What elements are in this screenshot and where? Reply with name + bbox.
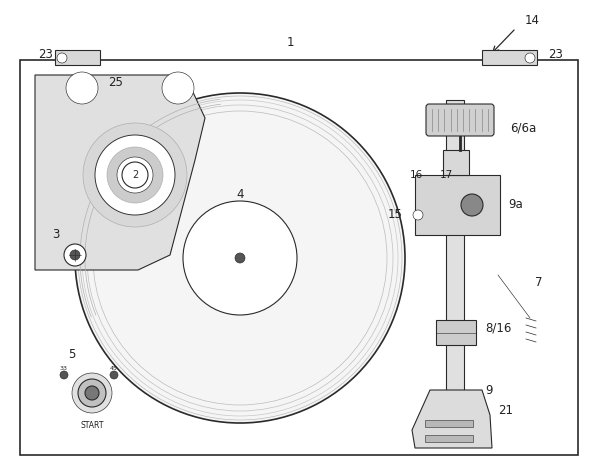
Circle shape [183, 201, 297, 315]
Polygon shape [35, 75, 205, 270]
Text: 25: 25 [108, 76, 123, 89]
Text: 1: 1 [286, 37, 294, 50]
Bar [443, 150, 469, 175]
Polygon shape [412, 390, 492, 448]
Text: 16: 16 [410, 170, 423, 180]
Text: 9a: 9a [508, 198, 523, 211]
Bar [482, 50, 537, 65]
FancyBboxPatch shape [426, 104, 494, 136]
Circle shape [110, 371, 118, 379]
Text: 15: 15 [388, 208, 403, 221]
Text: 17: 17 [440, 170, 453, 180]
Circle shape [75, 93, 405, 423]
Text: 4: 4 [236, 188, 244, 201]
Circle shape [95, 135, 175, 215]
Text: START: START [80, 420, 104, 429]
Text: 21: 21 [498, 404, 513, 416]
Circle shape [461, 194, 483, 216]
Bar [415, 175, 500, 235]
Circle shape [235, 253, 245, 263]
Bar [20, 60, 578, 455]
Text: 7: 7 [535, 277, 542, 289]
Circle shape [57, 53, 67, 63]
Circle shape [83, 123, 187, 227]
Circle shape [64, 244, 86, 266]
Bar [55, 50, 100, 65]
Circle shape [85, 386, 99, 400]
Text: 23: 23 [38, 49, 53, 61]
Text: 45: 45 [110, 366, 118, 370]
Text: 23: 23 [548, 49, 563, 61]
Bar [425, 420, 473, 427]
Circle shape [70, 250, 80, 260]
Circle shape [78, 379, 106, 407]
Text: 5: 5 [68, 348, 76, 361]
Text: 2: 2 [132, 170, 138, 180]
Bar [425, 435, 473, 442]
Circle shape [66, 72, 98, 104]
Bar [446, 100, 464, 430]
Text: 14: 14 [525, 13, 540, 27]
Circle shape [60, 371, 68, 379]
Circle shape [107, 147, 163, 203]
Text: 3: 3 [52, 228, 59, 241]
Text: 33: 33 [60, 366, 68, 370]
Circle shape [525, 53, 535, 63]
Bar [436, 320, 476, 345]
Text: 9: 9 [485, 384, 493, 397]
Circle shape [162, 72, 194, 104]
Text: 6/6a: 6/6a [510, 121, 536, 135]
Text: 8/16: 8/16 [485, 321, 511, 335]
Circle shape [413, 210, 423, 220]
Circle shape [117, 157, 153, 193]
Circle shape [72, 373, 112, 413]
